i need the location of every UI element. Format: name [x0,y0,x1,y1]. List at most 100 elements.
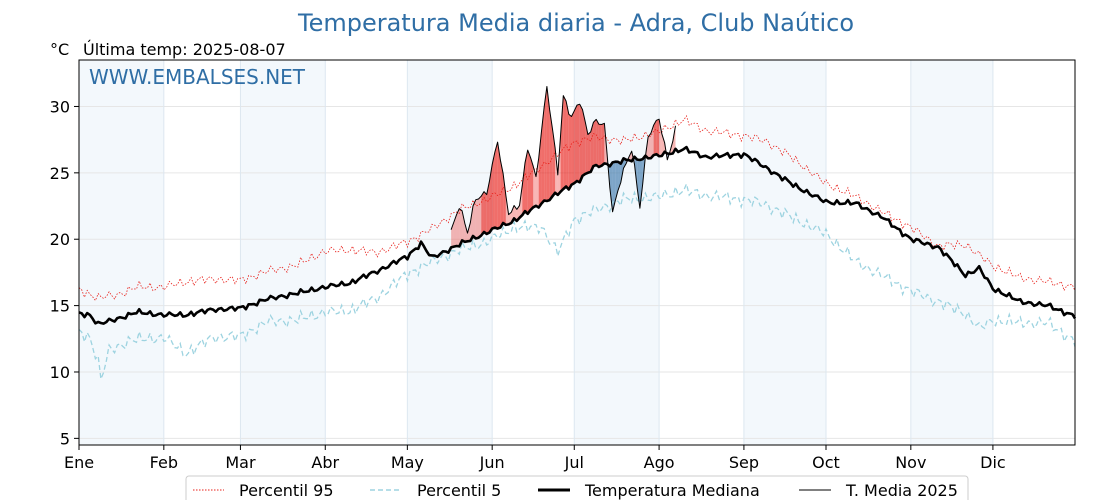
x-tick-label-abr: Abr [311,453,339,472]
temperature-anomaly-fill [475,199,479,239]
temperature-anomaly-fill [467,222,471,242]
temperature-anomaly-fill [566,101,569,190]
temperature-anomaly-fill [541,106,545,204]
temperature-anomaly-fill [609,162,613,212]
legend-box [185,475,969,500]
temperature-anomaly-fill [648,133,651,159]
temperature-anomaly-fill [601,123,605,166]
temperature-anomaly-fill [486,181,490,234]
x-tick-label-ene: Ene [64,453,94,472]
temperature-anomaly-fill [571,110,575,185]
temperature-anomaly-fill [546,86,550,201]
temperature-anomaly-fill [538,132,542,208]
last-temp-label: Última temp: 2025-08-07 [83,40,286,59]
month-band-ene [79,60,164,445]
temperature-anomaly-fill [525,150,528,214]
month-bands [79,60,993,445]
legend-label-2025: T. Media 2025 [845,481,958,500]
temperature-anomaly-fill [508,212,512,225]
month-band-sep [743,60,826,445]
x-tick-label-oct: Oct [812,453,840,472]
temperature-anomaly-fill [568,114,572,190]
temperature-anomaly-fill [459,208,463,247]
temperature-anomaly-fill [596,119,599,168]
y-tick-label-5: 5 [60,429,70,448]
legend-label-p95: Percentil 95 [239,481,334,500]
temperature-anomaly-fill [582,109,586,176]
temperature-anomaly-fill [478,196,482,238]
x-tick-label-may: May [391,453,424,472]
temperature-anomaly-fill [579,104,583,183]
temperature-anomaly-fill [549,109,553,201]
temperature-anomaly-fill [574,105,577,184]
chart-title: Temperatura Media diaria - Adra, Club Na… [297,9,854,37]
legend-label-median: Temperatura Mediana [584,481,760,500]
temperature-anomaly-fill [481,191,484,236]
y-tick-label-15: 15 [50,297,70,316]
x-axis: Ene Feb Mar Abr May Jun Jul Ago Sep Oct Nov Dic [64,445,1006,472]
series-line-percentil-95 [78,114,1076,302]
temperature-anomaly-fill [639,159,643,209]
temperature-anomaly-fill [456,208,460,247]
temperature-anomaly-fill [598,124,602,168]
series-lines [78,86,1077,380]
temperature-anomaly-fill [593,119,597,167]
y-tick-label-10: 10 [50,363,70,382]
temperature-anomaly-fill [470,206,474,242]
temperature-anomaly-fill [494,142,498,229]
temperature-anomaly-fill [503,173,506,225]
month-band-nov [910,60,993,445]
watermark: WWW.EMBALSES.NET [89,65,306,89]
temperature-anomaly-fill [563,95,567,189]
temperature-anomaly-fill [659,119,662,157]
temperature-anomaly-fill [533,166,536,208]
temperature-anomaly-fill [656,119,660,157]
temperature-anomaly-fill [590,122,594,172]
temperature-anomaly-fill [544,86,547,201]
series-line-percentil-5 [78,181,1076,380]
temperature-anomaly-fill [489,164,493,233]
temperature-anomaly-fill [585,121,588,174]
temperature-anomaly-fill [560,95,564,192]
temperature-anomaly-fill [497,142,501,229]
temperature-anomaly-fill [453,214,457,247]
x-tick-label-sep: Sep [729,453,759,472]
temperature-anomaly-fill [464,223,468,242]
temperature-anomaly-fill [672,125,676,154]
temperature-anomaly-fill [522,162,526,216]
temperature-anomaly-fill [587,131,591,173]
x-tick-label-jul: Jul [564,453,584,472]
x-tick-label-mar: Mar [225,453,256,472]
x-tick-label-nov: Nov [895,453,926,472]
legend: Percentil 95 Percentil 5 Temperatura Med… [185,475,969,500]
x-tick-label-jun: Jun [479,453,505,472]
temperature-anomaly-fill [473,199,476,239]
y-axis: 5 10 15 20 25 30 [50,97,79,448]
x-tick-label-ago: Ago [644,453,675,472]
temperature-anomaly-fill [615,161,619,201]
temperature-anomaly-fill [514,205,517,221]
x-tick-label-feb: Feb [150,453,178,472]
temperature-anomaly-fill [500,160,504,228]
temperature-anomaly-fill [462,210,465,242]
y-tick-label-20: 20 [50,230,70,249]
temperature-anomaly-fill [527,150,531,214]
y-tick-label-25: 25 [50,164,70,183]
series-line-temperatura-mediana [78,145,1077,325]
temperature-anomaly-fill [530,157,534,211]
y-tick-label-30: 30 [50,97,70,116]
temperature-anomaly-fill [650,125,654,159]
temperature-anomaly-fill [637,159,640,209]
temperature-anomaly-fill [483,191,487,234]
temperature-anomaly-fill [653,120,657,156]
temperature-anomaly-fill [661,133,665,156]
legend-label-p5: Percentil 5 [417,481,501,500]
temperature-anomaly-fill [492,151,495,229]
month-band-jul [574,60,660,445]
unit-label: °C [50,40,69,59]
x-tick-label-dic: Dic [980,453,1006,472]
plot-frame [78,59,1076,446]
temperature-anomaly-fill [535,158,539,208]
temperature-anomaly-fill [612,161,616,212]
